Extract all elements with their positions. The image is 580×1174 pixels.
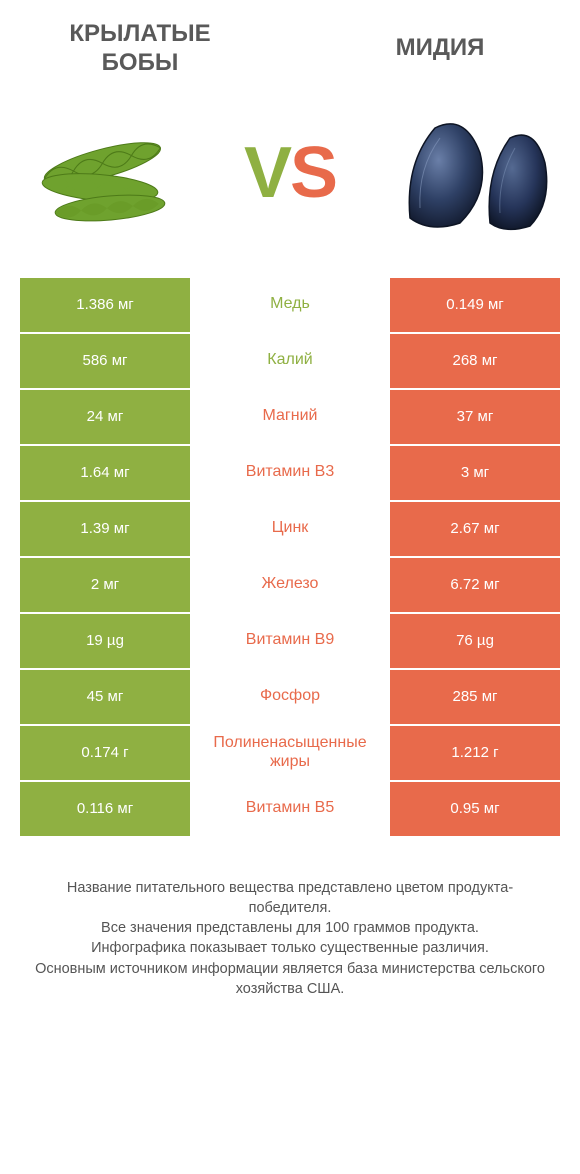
right-value-cell: 2.67 мг	[390, 502, 560, 556]
left-value-cell: 1.39 мг	[20, 502, 190, 556]
right-value-cell: 76 µg	[390, 614, 560, 668]
nutrient-name-cell: Витамин B3	[190, 446, 390, 500]
nutrient-name-cell: Полиненасыщенные жиры	[190, 726, 390, 780]
left-product-title: КРЫЛАТЫЕ БОБЫ	[40, 20, 240, 78]
nutrient-name-cell: Магний	[190, 390, 390, 444]
footer-line: Название питательного вещества представл…	[30, 878, 550, 919]
vs-v: V	[244, 133, 290, 213]
right-value-cell: 0.95 мг	[390, 782, 560, 836]
right-value-cell: 1.212 г	[390, 726, 560, 780]
left-value-cell: 1.64 мг	[20, 446, 190, 500]
table-row: 45 мгФосфор285 мг	[20, 670, 560, 726]
vs-s: S	[290, 133, 336, 213]
winged-bean-image	[20, 103, 190, 243]
left-value-cell: 45 мг	[20, 670, 190, 724]
table-row: 586 мгКалий268 мг	[20, 334, 560, 390]
right-value-cell: 268 мг	[390, 334, 560, 388]
nutrient-name-cell: Цинк	[190, 502, 390, 556]
right-value-cell: 3 мг	[390, 446, 560, 500]
right-value-cell: 37 мг	[390, 390, 560, 444]
footer-notes: Название питательного вещества представл…	[0, 838, 580, 1020]
vs-label: VS	[244, 132, 336, 214]
left-value-cell: 24 мг	[20, 390, 190, 444]
nutrient-name-cell: Железо	[190, 558, 390, 612]
table-row: 1.64 мгВитамин B33 мг	[20, 446, 560, 502]
left-value-cell: 0.174 г	[20, 726, 190, 780]
table-row: 1.386 мгМедь0.149 мг	[20, 278, 560, 334]
nutrient-name-cell: Медь	[190, 278, 390, 332]
footer-line: Все значения представлены для 100 граммо…	[30, 918, 550, 938]
right-value-cell: 0.149 мг	[390, 278, 560, 332]
left-value-cell: 586 мг	[20, 334, 190, 388]
table-row: 2 мгЖелезо6.72 мг	[20, 558, 560, 614]
header: КРЫЛАТЫЕ БОБЫ МИДИЯ	[0, 0, 580, 88]
table-row: 19 µgВитамин B976 µg	[20, 614, 560, 670]
right-value-cell: 6.72 мг	[390, 558, 560, 612]
right-product-title: МИДИЯ	[340, 20, 540, 78]
mussel-image	[390, 103, 560, 243]
table-row: 1.39 мгЦинк2.67 мг	[20, 502, 560, 558]
nutrient-name-cell: Витамин B5	[190, 782, 390, 836]
nutrient-name-cell: Витамин B9	[190, 614, 390, 668]
footer-line: Инфографика показывает только существенн…	[30, 938, 550, 958]
comparison-table: 1.386 мгМедь0.149 мг586 мгКалий268 мг24 …	[0, 278, 580, 838]
left-value-cell: 0.116 мг	[20, 782, 190, 836]
nutrient-name-cell: Калий	[190, 334, 390, 388]
images-row: VS	[0, 88, 580, 278]
left-value-cell: 1.386 мг	[20, 278, 190, 332]
nutrient-name-cell: Фосфор	[190, 670, 390, 724]
left-value-cell: 19 µg	[20, 614, 190, 668]
table-row: 0.116 мгВитамин B50.95 мг	[20, 782, 560, 838]
footer-line: Основным источником информации является …	[30, 959, 550, 1000]
left-value-cell: 2 мг	[20, 558, 190, 612]
right-value-cell: 285 мг	[390, 670, 560, 724]
table-row: 0.174 гПолиненасыщенные жиры1.212 г	[20, 726, 560, 782]
table-row: 24 мгМагний37 мг	[20, 390, 560, 446]
